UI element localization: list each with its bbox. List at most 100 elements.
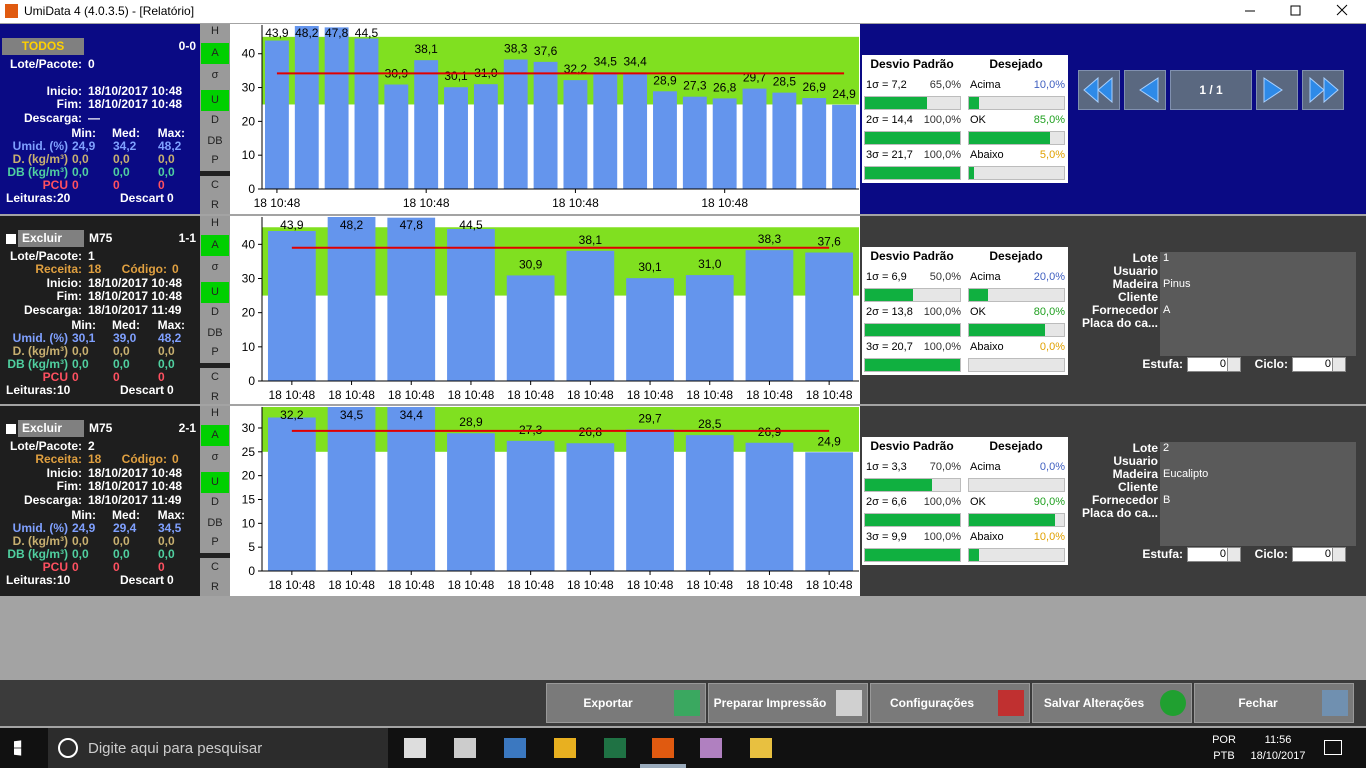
stat-label: D. (kg/m³) <box>12 344 68 358</box>
x-tick-label: 18 10:48 <box>746 578 793 592</box>
cycle-spinner[interactable] <box>1332 547 1346 562</box>
progress-fill <box>969 167 974 179</box>
notification-icon[interactable] <box>1324 740 1342 755</box>
progress-fill <box>865 324 960 336</box>
value-label: 37,6 <box>534 44 558 58</box>
bar <box>414 60 439 190</box>
y-tick-label: 10 <box>242 516 256 530</box>
stat-value: 34,5 <box>158 521 182 535</box>
cycle-label: Ciclo: <box>1254 357 1288 371</box>
side-button: C <box>211 561 219 573</box>
group-header-box[interactable] <box>2 38 84 55</box>
progress-fill <box>865 359 960 371</box>
taskbar-app[interactable] <box>504 738 526 758</box>
x-tick-label: 18 10:48 <box>328 578 375 592</box>
close-button[interactable] <box>1336 4 1348 16</box>
info-value: A <box>1163 304 1171 316</box>
deviation-label: 1σ = 3,3 <box>866 461 907 473</box>
taskbar-app[interactable] <box>652 738 674 758</box>
y-tick-label: 0 <box>248 374 255 388</box>
value-label: 37,6 <box>817 235 841 249</box>
field-value: 18/10/2017 10:48 <box>88 479 183 493</box>
side-button-active[interactable] <box>201 425 229 446</box>
exclude-label: Excluir <box>22 421 63 435</box>
value-label: 34,4 <box>623 55 647 69</box>
progress-fill <box>865 132 960 144</box>
discard-value: 0 <box>167 383 174 397</box>
side-button-active[interactable] <box>201 282 229 303</box>
stat-value: 0,0 <box>113 534 130 548</box>
side-button: H <box>211 217 219 229</box>
deviation-pct: 20,0% <box>1033 271 1065 283</box>
stat-value: 0,0 <box>158 547 175 561</box>
exclude-button[interactable] <box>18 230 84 247</box>
action-button-label: Preparar Impressão <box>713 696 827 710</box>
extra-label: Receita: <box>35 452 82 466</box>
side-button-active[interactable] <box>201 90 229 111</box>
y-tick-label: 15 <box>242 492 256 506</box>
search-placeholder: Digite aqui para pesquisar <box>88 740 263 757</box>
bar <box>805 252 854 381</box>
restore-button[interactable] <box>1290 5 1301 16</box>
side-button-active[interactable] <box>201 235 229 256</box>
progress-fill <box>865 97 927 109</box>
progress-fill <box>865 167 960 179</box>
exclude-button[interactable] <box>18 420 84 437</box>
bar <box>626 278 674 381</box>
nav-arrow <box>1083 76 1113 104</box>
field-label: Inicio: <box>46 84 82 98</box>
window-title: UmiData 4 (4.0.3.5) - [Relatório] <box>24 4 195 18</box>
side-button: D <box>211 114 219 126</box>
exclude-checkbox[interactable] <box>6 424 16 434</box>
taskbar-app[interactable] <box>454 738 476 758</box>
cycle-spinner[interactable] <box>1332 357 1346 372</box>
clock-time: 11:56 <box>1264 734 1292 746</box>
stat-value: 48,2 <box>158 331 182 345</box>
discard-label: Descart <box>120 383 165 397</box>
field-label: Descarga: <box>23 303 82 317</box>
taskbar-app[interactable] <box>700 738 722 758</box>
stat-value: 0,0 <box>158 152 175 166</box>
app-icon <box>5 4 18 18</box>
stat-header: Max: <box>157 318 185 332</box>
info-value: B <box>1163 494 1171 506</box>
bar <box>327 407 376 571</box>
field-value: 2 <box>88 439 95 453</box>
nav-arrow <box>1309 76 1339 104</box>
taskbar-app[interactable] <box>554 738 576 758</box>
side-separator <box>200 363 230 368</box>
field-label: Lote/Pacote: <box>9 57 82 71</box>
button-icon <box>1322 690 1348 716</box>
deviation-box <box>862 247 1068 375</box>
side-button: H <box>211 25 219 37</box>
field-value: 18/10/2017 10:48 <box>88 276 183 290</box>
field-label: Inicio: <box>46 276 82 290</box>
action-button[interactable] <box>546 683 706 723</box>
taskbar-app[interactable] <box>604 738 626 758</box>
info-label: Fornecedor <box>1091 303 1158 317</box>
stat-value: 0,0 <box>113 165 130 179</box>
taskbar-app[interactable] <box>404 738 426 758</box>
info-panel <box>0 216 200 404</box>
stat-value: 0,0 <box>113 152 130 166</box>
bar <box>506 440 555 571</box>
bar <box>832 104 857 189</box>
taskbar-app[interactable] <box>750 738 772 758</box>
stat-header: Med: <box>112 126 140 140</box>
stat-value: 0 <box>158 370 165 384</box>
side-button-active[interactable] <box>201 43 229 64</box>
side-button: D <box>211 496 219 508</box>
deviation-box <box>862 55 1068 183</box>
sample-header: M75 <box>89 421 113 435</box>
side-button-active[interactable] <box>201 472 229 493</box>
info-panel <box>0 24 200 214</box>
deviation-pct: 0,0% <box>1039 341 1065 353</box>
stat-value: 0,0 <box>158 357 175 371</box>
deviation-label: Acima <box>970 461 1001 473</box>
info-label: Lote <box>1132 251 1158 265</box>
kiln-spinner[interactable] <box>1227 547 1241 562</box>
kiln-label: Estufa: <box>1142 357 1183 371</box>
kiln-spinner[interactable] <box>1227 357 1241 372</box>
search-box[interactable] <box>48 728 388 768</box>
exclude-checkbox[interactable] <box>6 234 16 244</box>
